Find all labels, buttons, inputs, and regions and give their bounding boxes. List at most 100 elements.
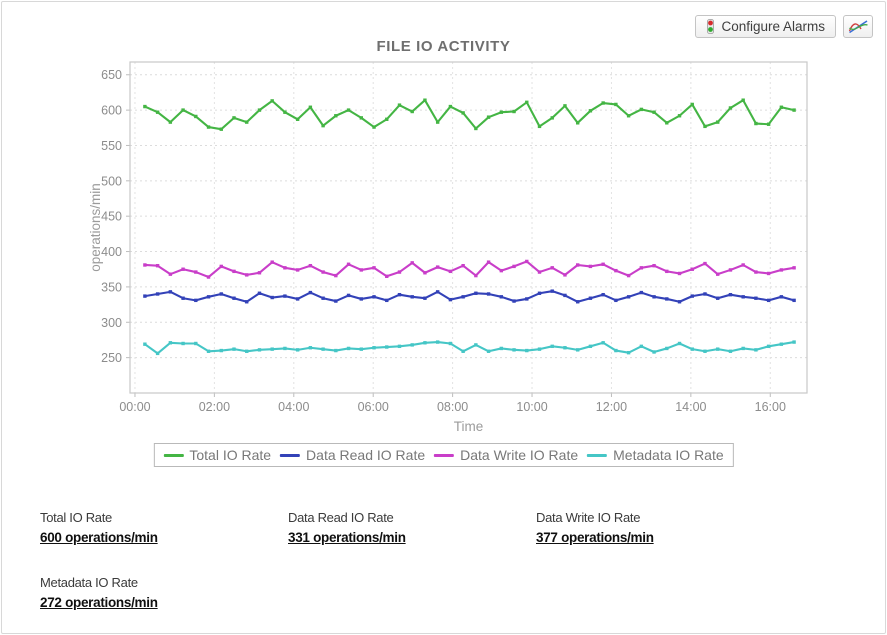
series-marker-total-io-rate: [372, 125, 376, 129]
plot-border: [129, 61, 808, 394]
series-marker-data-write-io-rate: [690, 267, 694, 271]
series-marker-metadata-io-rate: [423, 341, 427, 345]
series-marker-metadata-io-rate: [397, 344, 402, 349]
series-marker-metadata-io-rate: [461, 349, 465, 353]
series-marker-total-io-rate: [232, 116, 236, 120]
series-marker-total-io-rate: [486, 115, 491, 119]
line-chart-icon: [848, 19, 869, 34]
stat-value-link-data-read-io-rate[interactable]: 331 operations/min: [288, 530, 406, 545]
series-marker-total-io-rate: [575, 121, 580, 125]
series-marker-metadata-io-rate: [346, 346, 351, 351]
series-marker-data-read-io-rate: [283, 294, 287, 298]
series-marker-total-io-rate: [779, 105, 784, 109]
series-marker-data-write-io-rate: [372, 266, 376, 270]
panel-toolbar: Configure Alarms: [695, 15, 873, 38]
series-marker-total-io-rate: [181, 108, 185, 112]
series-marker-data-write-io-rate: [779, 268, 784, 272]
series-marker-data-read-io-rate: [703, 292, 707, 296]
series-marker-data-write-io-rate: [423, 271, 427, 275]
file-io-chart: 250 300 350 400 450 500 550 600 650 00:00 02:00 04:…: [88, 61, 808, 434]
legend-swatch-data-read-io-rate: [280, 453, 301, 457]
series-marker-metadata-io-rate: [168, 341, 173, 345]
stat-total-io-rate: Total IO Rate 600 operations/min: [40, 510, 288, 547]
series-marker-data-read-io-rate: [334, 299, 338, 303]
series-marker-data-write-io-rate: [525, 259, 529, 264]
series-line-data-read-io-rate: [144, 290, 795, 303]
stat-label: Metadata IO Rate: [40, 575, 138, 590]
stat-value-link-total-io-rate[interactable]: 600 operations/min: [40, 530, 158, 545]
series-marker-data-write-io-rate: [665, 269, 669, 274]
series-marker-data-write-io-rate: [385, 274, 389, 279]
stat-data-write-io-rate: Data Write IO Rate 377 operations/min: [536, 510, 784, 547]
ytick-label: 550: [101, 139, 122, 153]
xtick-label: 04:00: [278, 400, 309, 414]
ytick-label: 400: [101, 245, 122, 259]
series-marker-data-write-io-rate: [270, 260, 274, 264]
series-marker-metadata-io-rate: [232, 347, 236, 351]
series-marker-data-write-io-rate: [435, 265, 440, 269]
series-marker-total-io-rate: [334, 114, 338, 118]
series-marker-data-read-io-rate: [219, 292, 223, 296]
series-marker-data-read-io-rate: [626, 295, 631, 299]
series-marker-data-write-io-rate: [486, 260, 491, 264]
series-marker-total-io-rate: [295, 117, 300, 121]
series-marker-data-write-io-rate: [448, 269, 453, 274]
legend-item-total-io-rate: Total IO Rate: [163, 447, 271, 463]
series-marker-data-write-io-rate: [283, 266, 287, 270]
y-axis-label: operations/min: [88, 183, 103, 272]
series-marker-metadata-io-rate: [588, 344, 593, 349]
stat-value-link-data-write-io-rate[interactable]: 377 operations/min: [536, 530, 654, 545]
series-marker-metadata-io-rate: [219, 348, 223, 353]
series-marker-metadata-io-rate: [690, 347, 694, 351]
series-marker-data-read-io-rate: [665, 297, 669, 301]
series-marker-data-read-io-rate: [563, 293, 567, 298]
series-marker-data-read-io-rate: [181, 296, 185, 300]
legend-label-metadata-io-rate: Metadata IO Rate: [613, 447, 724, 463]
ytick-label: 450: [101, 210, 122, 224]
series-marker-data-read-io-rate: [525, 297, 529, 301]
series-marker-metadata-io-rate: [716, 347, 720, 351]
legend-item-data-write-io-rate: Data Write IO Rate: [434, 447, 578, 463]
series-marker-metadata-io-rate: [741, 346, 745, 351]
series-line-total-io-rate: [144, 99, 795, 131]
series-marker-data-write-io-rate: [652, 263, 656, 268]
series-marker-total-io-rate: [219, 127, 223, 131]
series-marker-metadata-io-rate: [703, 349, 707, 353]
series-marker-data-read-io-rate: [741, 295, 745, 299]
series-marker-data-write-io-rate: [741, 263, 745, 267]
series-marker-data-write-io-rate: [232, 269, 236, 274]
xtick-label: 14:00: [675, 400, 706, 414]
xtick-label: 02:00: [199, 400, 230, 414]
series-marker-data-write-io-rate: [397, 270, 402, 274]
legend-swatch-total-io-rate: [163, 453, 184, 457]
series-marker-total-io-rate: [792, 108, 796, 112]
series-marker-data-read-io-rate: [766, 298, 771, 303]
series-marker-total-io-rate: [448, 104, 453, 109]
series-marker-data-read-io-rate: [499, 295, 504, 299]
chart-title: FILE IO ACTIVITY: [376, 38, 511, 55]
series-marker-total-io-rate: [397, 103, 402, 107]
legend-label-total-io-rate: Total IO Rate: [189, 447, 272, 463]
series-marker-total-io-rate: [359, 116, 363, 120]
series-marker-total-io-rate: [270, 99, 274, 103]
legend-item-metadata-io-rate: Metadata IO Rate: [587, 447, 724, 463]
series-marker-data-read-io-rate: [677, 300, 682, 304]
series-marker-metadata-io-rate: [792, 340, 796, 344]
series-marker-data-read-io-rate: [575, 300, 580, 304]
series-marker-data-read-io-rate: [474, 291, 478, 295]
series-marker-metadata-io-rate: [283, 346, 287, 351]
series-marker-total-io-rate: [588, 109, 593, 113]
stat-data-read-io-rate: Data Read IO Rate 331 operations/min: [288, 510, 536, 547]
series-marker-data-read-io-rate: [512, 299, 516, 303]
series-marker-total-io-rate: [766, 122, 771, 126]
series-marker-data-read-io-rate: [194, 298, 198, 303]
series-marker-metadata-io-rate: [448, 341, 453, 346]
chart-options-button[interactable]: [843, 15, 873, 38]
series-marker-total-io-rate: [665, 121, 669, 125]
series-marker-metadata-io-rate: [181, 341, 185, 346]
series-marker-total-io-rate: [461, 111, 465, 115]
stat-value-link-metadata-io-rate[interactable]: 272 operations/min: [40, 595, 158, 610]
series-marker-total-io-rate: [626, 114, 631, 118]
configure-alarms-button[interactable]: Configure Alarms: [695, 15, 836, 38]
series-marker-data-write-io-rate: [677, 271, 682, 276]
